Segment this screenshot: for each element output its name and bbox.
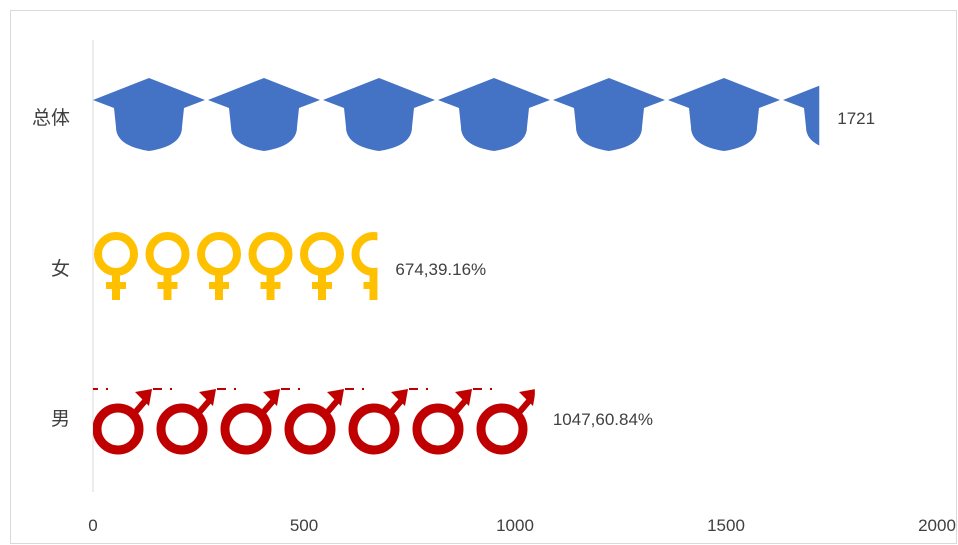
male-symbol-icon <box>89 389 152 450</box>
bar-graduation-cap <box>93 78 820 151</box>
bar-female-symbol <box>98 236 392 300</box>
male-symbol-icon <box>217 389 280 450</box>
data-label: 674,39.16% <box>395 260 486 279</box>
male-symbol-icon <box>473 389 536 450</box>
graduation-cap-icon <box>438 78 550 151</box>
female-symbol-icon <box>98 236 134 300</box>
graduation-cap-icon <box>208 78 320 151</box>
x-tick-label: 2000 <box>918 516 956 535</box>
category-label: 女 <box>51 258 70 280</box>
male-symbol-icon <box>153 389 216 450</box>
female-symbol-icon <box>356 236 392 300</box>
female-symbol-icon <box>201 236 237 300</box>
x-tick-label: 500 <box>290 516 318 535</box>
graduation-cap-icon <box>93 78 205 151</box>
x-tick-label: 1000 <box>496 516 534 535</box>
graduation-cap-icon <box>668 78 780 151</box>
graduation-cap-icon <box>323 78 435 151</box>
x-tick-label: 1500 <box>707 516 745 535</box>
data-label: 1047,60.84% <box>553 410 653 429</box>
female-symbol-icon <box>304 236 340 300</box>
female-symbol-icon <box>253 236 289 300</box>
female-symbol-icon <box>150 236 186 300</box>
category-label: 总体 <box>32 107 70 129</box>
graduation-cap-icon <box>553 78 665 151</box>
x-tick-label: 0 <box>88 516 97 535</box>
male-symbol-icon <box>409 389 472 450</box>
male-symbol-icon <box>345 389 408 450</box>
category-label: 男 <box>51 408 70 430</box>
data-label: 1721 <box>837 109 875 128</box>
bar-male-symbol <box>89 389 536 450</box>
male-symbol-icon <box>281 389 344 450</box>
